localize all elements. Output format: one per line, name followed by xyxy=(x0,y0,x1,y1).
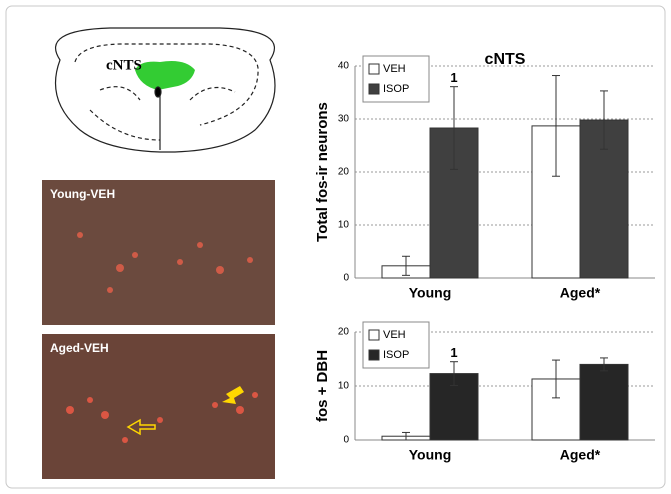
y-tick-label: 10 xyxy=(338,220,350,231)
legend-swatch xyxy=(368,329,380,341)
chart-title: cNTS xyxy=(485,51,526,68)
x-tick-label: Young xyxy=(409,285,452,301)
y-axis-label: fos + DBH xyxy=(314,350,331,422)
y-tick-label: 30 xyxy=(338,114,350,125)
y-tick-label: 0 xyxy=(343,273,349,284)
x-tick-label: Young xyxy=(409,447,452,463)
y-axis-label: Total fos-ir neurons xyxy=(314,102,331,242)
photo xyxy=(42,180,275,325)
legend-label: ISOP xyxy=(383,83,409,95)
legend-label: VEH xyxy=(383,329,406,341)
diagram-label: cNTS xyxy=(106,57,142,73)
y-tick-label: 10 xyxy=(338,381,350,392)
y-tick-label: 20 xyxy=(338,327,350,338)
legend-swatch xyxy=(368,63,380,75)
y-tick-label: 20 xyxy=(338,167,350,178)
annotation: 1 xyxy=(450,70,457,85)
diagram xyxy=(54,27,276,153)
legend-swatch xyxy=(368,83,380,95)
legend-swatch xyxy=(368,349,380,361)
y-tick-label: 0 xyxy=(343,435,349,446)
legend-label: VEH xyxy=(383,63,406,75)
legend-label: ISOP xyxy=(383,349,409,361)
photo xyxy=(42,334,275,479)
annotation: 1 xyxy=(450,345,457,360)
x-tick-label: Aged* xyxy=(560,447,601,463)
y-tick-label: 40 xyxy=(338,61,350,72)
bar xyxy=(579,363,629,441)
x-tick-label: Aged* xyxy=(560,285,601,301)
photo-label: Aged-VEH xyxy=(50,341,109,355)
photo-label: Young-VEH xyxy=(50,187,115,201)
